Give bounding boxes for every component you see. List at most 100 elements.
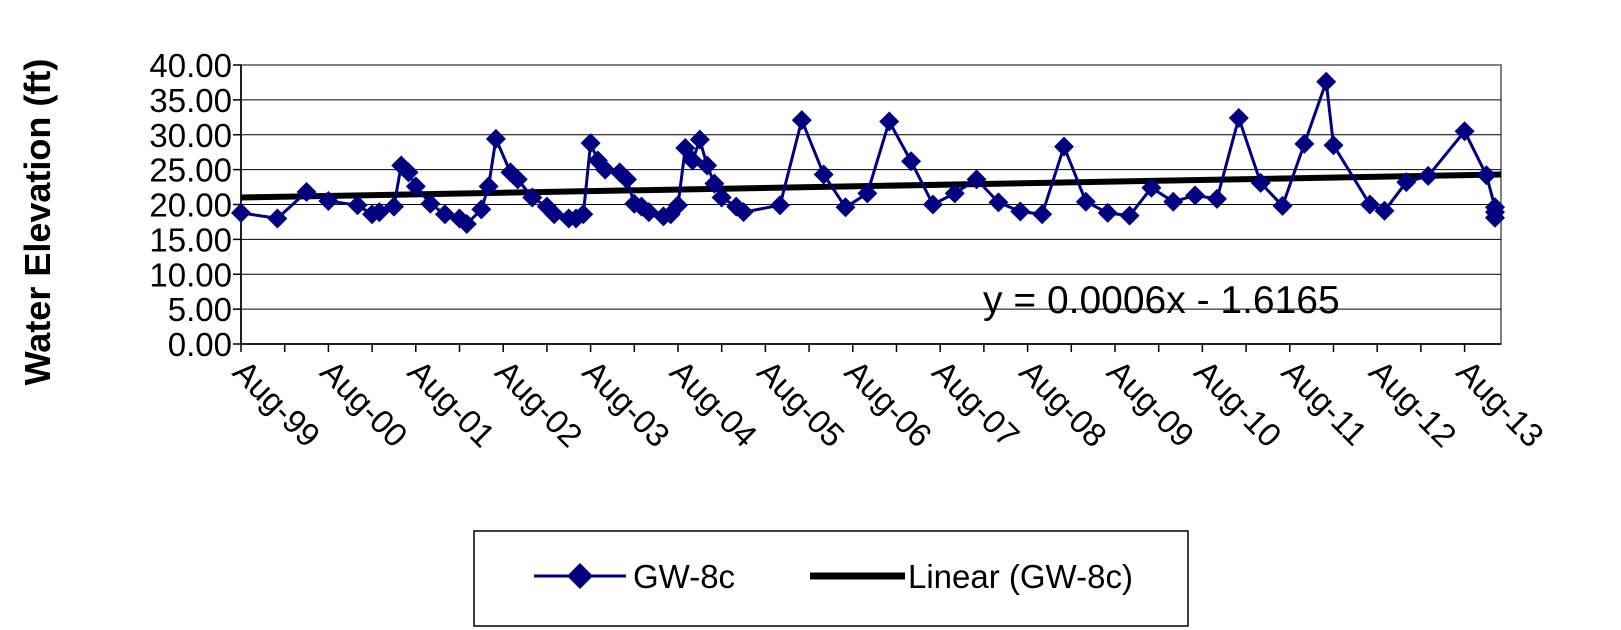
data-point (456, 214, 477, 235)
marker-layer (231, 71, 1505, 235)
y-tick-label: 25.00 (149, 152, 232, 189)
data-point (1228, 108, 1249, 129)
data-point (434, 204, 455, 225)
data-point (1454, 121, 1475, 142)
x-tick-label: Aug-08 (1013, 353, 1114, 454)
data-point (1250, 172, 1271, 193)
x-tick-label: Aug-09 (1100, 353, 1201, 454)
x-tick-label: Aug-11 (1275, 353, 1375, 453)
gridlines (241, 99, 1501, 310)
y-tick-label: 20.00 (149, 187, 232, 224)
data-point (1075, 191, 1096, 212)
x-tick-label: Aug-12 (1362, 353, 1463, 454)
y-tick-label: 5.00 (168, 291, 232, 328)
data-point (1010, 201, 1031, 222)
legend-label-gw-8c: GW-8c (633, 558, 735, 595)
data-point (638, 202, 659, 223)
data-point (507, 169, 528, 190)
data-point (1294, 133, 1315, 154)
data-point (617, 169, 638, 190)
data-point (383, 196, 404, 217)
data-point (1316, 71, 1337, 92)
data-point (1485, 207, 1505, 228)
data-point (1119, 205, 1140, 226)
data-point (704, 173, 725, 194)
data-point (296, 181, 317, 202)
data-point (711, 187, 732, 208)
data-point (1141, 177, 1162, 198)
data-point (347, 195, 368, 216)
data-point (667, 195, 688, 216)
data-point (522, 187, 543, 208)
trend-equation: y = 0.0006x - 1.6165 (983, 279, 1340, 322)
legend-marker-diamond-icon (567, 563, 593, 589)
data-point (1418, 165, 1439, 186)
data-point (420, 193, 441, 214)
x-tick-label: Aug-05 (750, 353, 851, 454)
data-point (1476, 165, 1497, 186)
x-tick-label: Aug-00 (313, 353, 414, 454)
x-tick-label: Aug-04 (663, 353, 764, 454)
data-point (478, 176, 499, 197)
y-tick-label: 40.00 (149, 47, 232, 84)
data-point (398, 162, 419, 183)
x-tick-label: Aug-99 (226, 353, 327, 454)
data-point (231, 202, 251, 223)
data-point (988, 192, 1009, 213)
data-point (901, 151, 922, 172)
data-point (733, 202, 754, 223)
data-point (471, 199, 492, 220)
y-tick-label: 0.00 (168, 326, 232, 363)
x-tick-labels: Aug-99Aug-00Aug-01Aug-02Aug-03Aug-04Aug-… (226, 353, 1551, 454)
data-point (1396, 172, 1417, 193)
data-point (966, 169, 987, 190)
data-point (544, 204, 565, 225)
data-point (1374, 200, 1395, 221)
data-point (1323, 135, 1344, 156)
data-point (1206, 188, 1227, 209)
data-point (485, 128, 506, 149)
data-point (595, 159, 616, 180)
legend: GW-8c Linear (GW-8c) (473, 530, 1189, 627)
data-point (318, 191, 339, 212)
legend-entry-gw-8c: GW-8c (534, 558, 735, 595)
legend-entry-linear: Linear (GW-8c) (810, 558, 1133, 595)
x-tick-label: Aug-07 (925, 353, 1026, 454)
data-point (1097, 202, 1118, 223)
y-tick-labels: 0.005.0010.0015.0020.0025.0030.0035.0040… (149, 47, 232, 363)
x-tick-label: Aug-13 (1450, 353, 1551, 454)
x-tick-label: Aug-01 (401, 353, 502, 454)
data-point (697, 155, 718, 176)
data-point (791, 110, 812, 131)
y-tick-label: 30.00 (149, 117, 232, 154)
x-tick-label: Aug-10 (1187, 353, 1288, 454)
data-point (267, 208, 288, 229)
x-tick-label: Aug-02 (488, 353, 589, 454)
data-point (857, 183, 878, 204)
data-point (769, 195, 790, 216)
data-point (1032, 204, 1053, 225)
data-point (879, 111, 900, 132)
data-point (1272, 195, 1293, 216)
y-axis-label: Water Elevation (ft) (17, 59, 58, 386)
data-point (405, 176, 426, 197)
y-tick-label: 10.00 (149, 256, 232, 293)
data-point (500, 162, 521, 183)
data-point (689, 129, 710, 150)
axes (233, 64, 1501, 352)
data-point (369, 202, 390, 223)
legend-label-linear: Linear (GW-8c) (908, 558, 1133, 595)
data-point (944, 183, 965, 204)
data-point (1359, 194, 1380, 215)
y-tick-label: 35.00 (149, 82, 232, 119)
data-point (1163, 191, 1184, 212)
x-tick-label: Aug-03 (576, 353, 677, 454)
x-tick-label: Aug-06 (838, 353, 939, 454)
data-point (1054, 136, 1075, 157)
data-point (573, 204, 594, 225)
data-point (813, 164, 834, 185)
y-tick-label: 15.00 (149, 221, 232, 258)
data-point (922, 194, 943, 215)
